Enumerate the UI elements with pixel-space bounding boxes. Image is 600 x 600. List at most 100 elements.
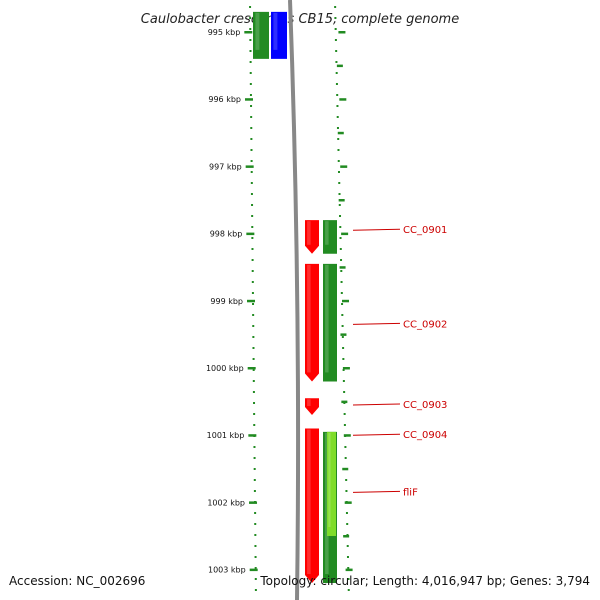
grid-dot bbox=[250, 138, 253, 140]
scale-tick-right bbox=[341, 232, 349, 236]
grid-dot bbox=[334, 17, 337, 19]
grid-dot bbox=[253, 402, 256, 404]
gene-block-shine bbox=[328, 432, 331, 527]
grid-dot bbox=[249, 6, 252, 8]
grid-dot bbox=[250, 193, 253, 195]
grid-dot bbox=[250, 127, 253, 129]
grid-dot bbox=[253, 468, 256, 470]
gene-block-shine bbox=[325, 432, 329, 575]
scale-tick-right bbox=[339, 98, 347, 101]
scale-tick-left bbox=[248, 434, 257, 437]
grid-dot bbox=[334, 28, 337, 30]
grid-dot bbox=[339, 215, 342, 217]
grid-dot bbox=[250, 105, 253, 107]
grid-dot bbox=[340, 270, 343, 272]
scale-minor-tick bbox=[340, 333, 347, 336]
grid-dot bbox=[345, 512, 348, 514]
grid-dot bbox=[252, 380, 255, 382]
gene-block-shine bbox=[307, 264, 311, 373]
genome-backbone bbox=[288, 0, 301, 600]
gene-label-leader bbox=[352, 228, 401, 231]
feature-layer bbox=[253, 11, 337, 584]
gene-label: CC_0901 bbox=[403, 225, 447, 236]
grid-dot bbox=[254, 567, 257, 569]
grid-dot bbox=[252, 347, 255, 349]
grid-dot bbox=[249, 50, 252, 52]
grid-dot bbox=[336, 116, 339, 118]
grid-dot bbox=[339, 226, 342, 228]
grid-dot bbox=[254, 534, 257, 536]
gene-block-shine bbox=[307, 399, 311, 407]
gene-label-leader bbox=[352, 322, 401, 325]
accession-text: Accession: NC_002696 bbox=[9, 574, 146, 588]
grid-dot bbox=[252, 336, 255, 338]
scale-tick-left bbox=[249, 501, 258, 504]
grid-dot bbox=[249, 28, 252, 30]
grid-dot bbox=[337, 171, 340, 173]
grid-dot bbox=[251, 259, 254, 261]
grid-dot bbox=[338, 204, 341, 206]
scale-tick-label: 996 kbp bbox=[208, 95, 241, 104]
grid-dot bbox=[250, 171, 253, 173]
grid-dot bbox=[251, 270, 254, 272]
grid-dot bbox=[252, 358, 255, 360]
grid-dot bbox=[253, 457, 256, 459]
grid-dot bbox=[250, 160, 253, 162]
grid-dot bbox=[346, 556, 349, 558]
gene-block bbox=[305, 263, 319, 382]
grid-dot bbox=[342, 358, 345, 360]
gene-labels: CC_0901 CC_0902 CC_0903 CC_0904 fliF bbox=[352, 225, 447, 498]
grid-dot bbox=[335, 83, 338, 85]
grid-dot bbox=[342, 347, 345, 349]
scale-tick-right bbox=[345, 568, 353, 572]
grid-dot bbox=[338, 182, 341, 184]
scale-tick-label: 997 kbp bbox=[209, 162, 242, 171]
gene-block bbox=[305, 428, 319, 584]
grid-dot bbox=[342, 369, 345, 371]
grid-dot bbox=[344, 457, 347, 459]
scale-minor-tick bbox=[337, 131, 344, 135]
grid-dot bbox=[340, 281, 343, 283]
grid-dot bbox=[335, 72, 338, 74]
grid-dot bbox=[251, 215, 254, 217]
gene-label-leader bbox=[352, 433, 401, 436]
scale-tick-label: 1003 kbp bbox=[208, 566, 246, 575]
grid-dot bbox=[342, 380, 345, 382]
scale-tick-label: 1002 kbp bbox=[207, 498, 245, 507]
grid-dot bbox=[252, 303, 255, 305]
grid-dot bbox=[334, 6, 337, 8]
grid-dot bbox=[253, 413, 256, 415]
grid-dot bbox=[334, 39, 337, 41]
grid-dot bbox=[252, 314, 255, 316]
grid-dot bbox=[341, 303, 344, 305]
grid-dot bbox=[338, 193, 341, 195]
grid-dot bbox=[341, 325, 344, 327]
scale-tick-label: 998 kbp bbox=[210, 230, 243, 239]
grid-dot bbox=[345, 490, 348, 492]
grid-dot bbox=[253, 446, 256, 448]
gene-block-shine bbox=[255, 12, 260, 50]
grid-dot bbox=[249, 94, 252, 96]
gene-label: CC_0903 bbox=[403, 400, 447, 411]
gene-block bbox=[323, 263, 337, 382]
scale-tick-right bbox=[343, 434, 351, 437]
grid-dot bbox=[249, 39, 252, 41]
grid-dot bbox=[249, 17, 252, 19]
grid-dot bbox=[253, 424, 256, 426]
scale-tick-label: 999 kbp bbox=[210, 297, 243, 306]
grid-dot bbox=[250, 149, 253, 151]
grid-dot bbox=[347, 589, 350, 591]
grid-dot bbox=[337, 149, 340, 151]
grid-dot bbox=[251, 226, 254, 228]
scale-tick-right bbox=[340, 165, 348, 168]
scale-tick-left bbox=[244, 98, 253, 101]
scale-tick-right bbox=[344, 501, 352, 504]
grid-dot bbox=[343, 391, 346, 393]
grid-dot bbox=[250, 116, 253, 118]
scale-minor-tick bbox=[341, 400, 348, 404]
grid-dot bbox=[252, 391, 255, 393]
scale-tick-left bbox=[244, 31, 253, 34]
genome-summary-text: Topology: circular; Length: 4,016,947 bp… bbox=[260, 574, 590, 588]
grid-dot bbox=[252, 325, 255, 327]
gene-block-shine bbox=[325, 264, 329, 373]
